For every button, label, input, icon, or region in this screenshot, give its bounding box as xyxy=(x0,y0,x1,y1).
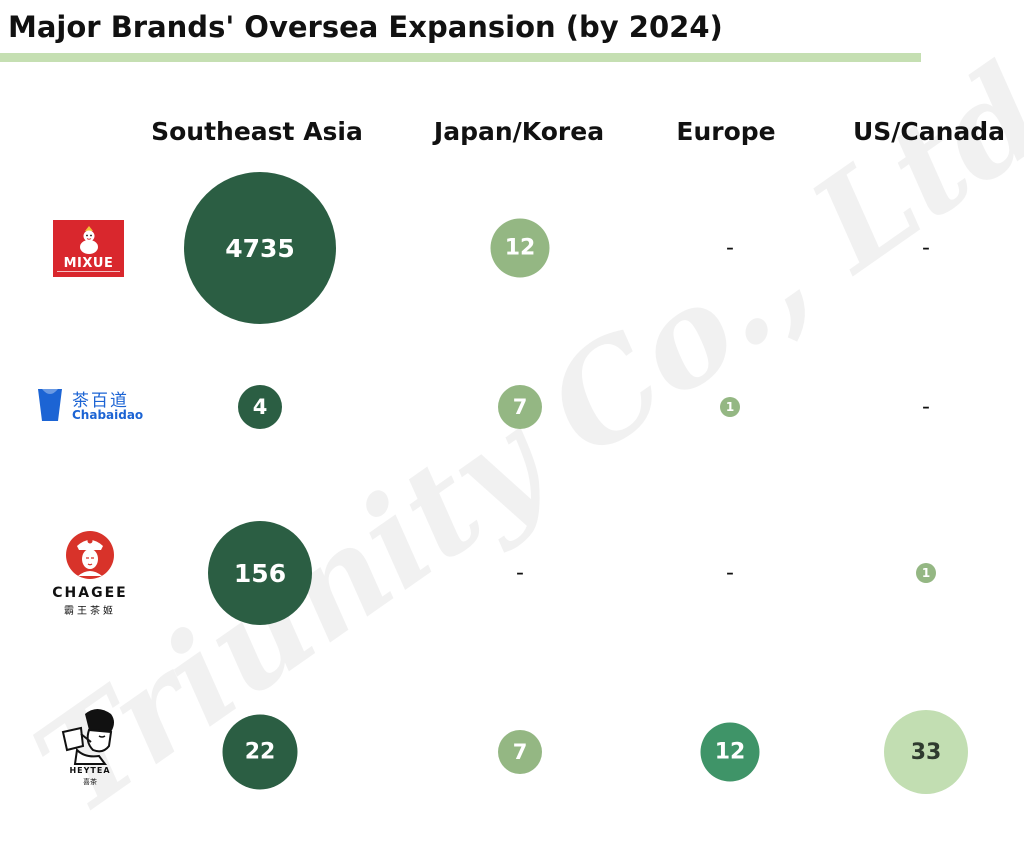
bubble-chabaidao-southeast-asia: 4 xyxy=(238,385,282,429)
mixue-logo-text: MIXUE xyxy=(63,256,114,271)
opera-lady-icon xyxy=(66,531,114,579)
drinking-figure-icon xyxy=(61,709,114,765)
empty-marker-mixue-us-canada: - xyxy=(922,235,930,261)
empty-marker-mixue-europe: - xyxy=(726,235,734,261)
heytea-logo: HEYTEA 喜茶 xyxy=(55,706,125,788)
column-header-us-canada: US/Canada xyxy=(852,117,1006,146)
bubble-chabaidao-europe: 1 xyxy=(720,397,740,417)
chagee-logo-text-cn: 霸王茶姬 xyxy=(64,606,116,617)
empty-marker-chabaidao-us-canada: - xyxy=(922,394,930,420)
bubble-heytea-japan-korea: 7 xyxy=(498,730,542,774)
bubble-heytea-southeast-asia: 22 xyxy=(222,714,298,790)
chagee-logo-text: CHAGEE xyxy=(52,585,128,601)
chagee-logo: CHAGEE 霸王茶姬 xyxy=(45,530,135,617)
empty-marker-chagee-europe: - xyxy=(726,560,734,586)
chabaidao-logo-text-cn: 茶百道 xyxy=(72,391,129,411)
heytea-logo-text: HEYTEA xyxy=(69,766,111,775)
column-header-japan-korea: Japan/Korea xyxy=(433,117,605,146)
cup-icon xyxy=(38,389,62,421)
chart-title: Major Brands' Oversea Expansion (by 2024… xyxy=(8,10,723,44)
heytea-logo-text-cn: 喜茶 xyxy=(83,778,97,786)
column-header-southeast-asia: Southeast Asia xyxy=(151,117,363,146)
bubble-chagee-us-canada: 1 xyxy=(916,563,936,583)
bubble-chagee-southeast-asia: 156 xyxy=(208,521,312,625)
mixue-logo-tagline xyxy=(57,271,120,272)
chabaidao-logo: 茶百道 Chabaidao xyxy=(36,386,151,426)
bubble-heytea-us-canada: 33 xyxy=(884,710,968,794)
chabaidao-logo-text: Chabaidao xyxy=(72,408,144,422)
mixue-logo: MIXUE xyxy=(53,220,124,277)
watermark: Triunity Co., Ltd xyxy=(8,35,1024,844)
bubble-heytea-europe: 12 xyxy=(700,722,760,782)
empty-marker-chagee-japan-korea: - xyxy=(516,560,524,586)
column-header-europe: Europe xyxy=(676,117,776,146)
title-underline xyxy=(0,53,921,62)
bubble-mixue-southeast-asia: 4735 xyxy=(184,172,336,324)
snow-king-mascot-icon xyxy=(80,226,98,254)
bubble-mixue-japan-korea: 12 xyxy=(490,218,550,278)
bubble-chabaidao-japan-korea: 7 xyxy=(498,385,542,429)
